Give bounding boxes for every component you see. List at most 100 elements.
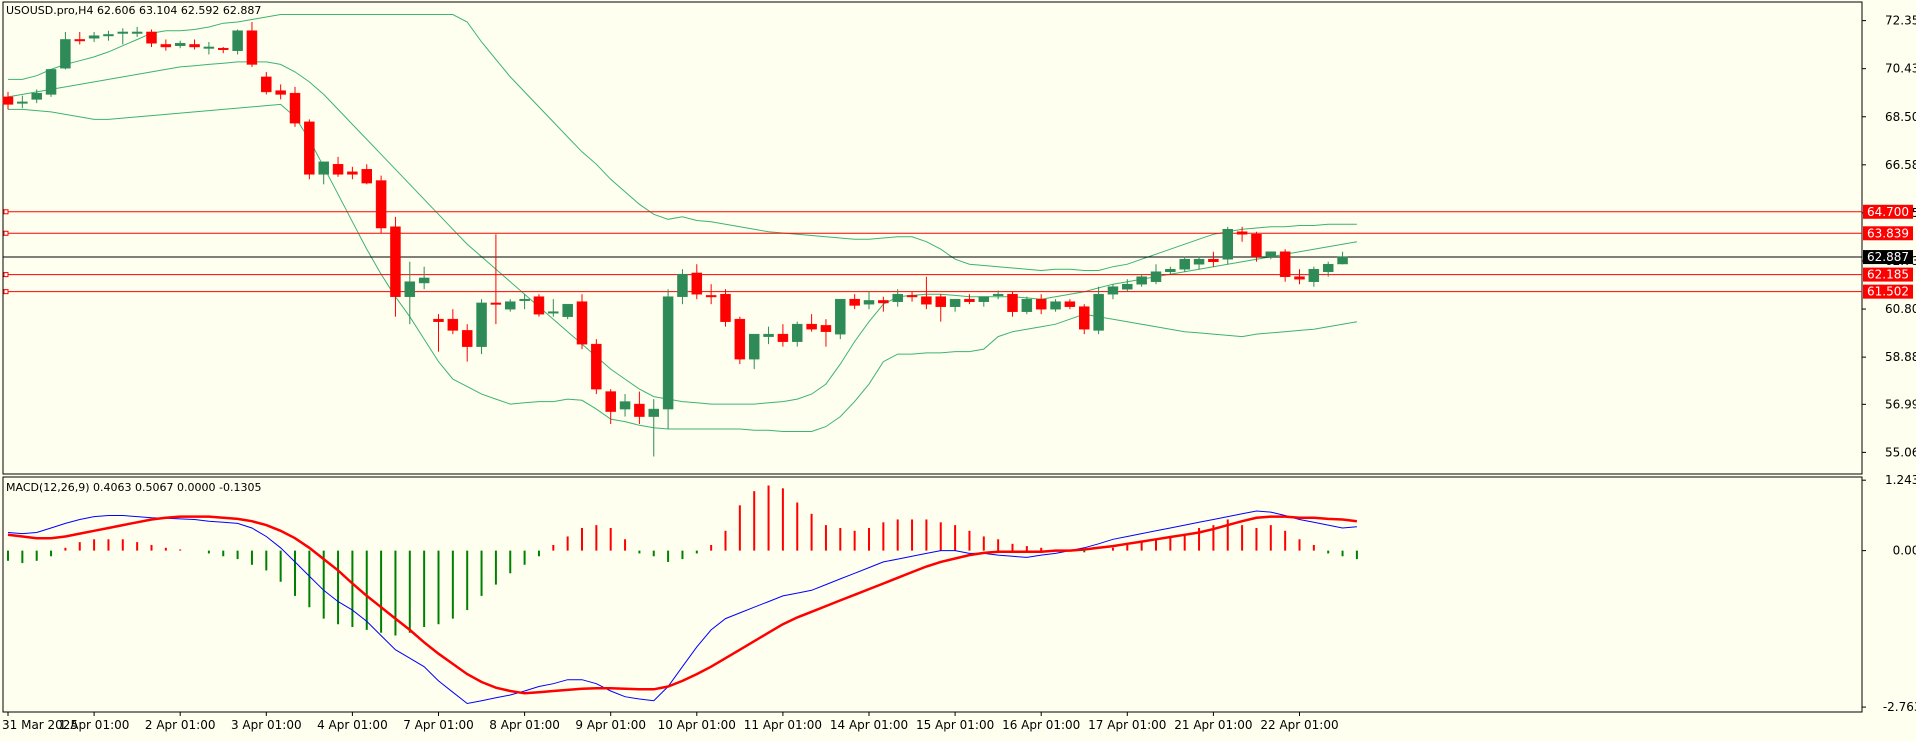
candle-body — [361, 169, 372, 184]
candle-body — [31, 92, 42, 100]
candle-body — [662, 296, 674, 410]
candle-body — [705, 295, 717, 298]
candle-body — [562, 303, 573, 317]
bollinger-upper-line — [8, 14, 1357, 272]
price-tick-label: 70.430 — [1885, 62, 1916, 76]
price-badge — [1863, 284, 1913, 299]
price-badge — [1863, 250, 1913, 265]
candle-body — [461, 330, 473, 347]
time-tick-label: 4 Apr 01:00 — [317, 718, 388, 732]
candle-body — [1079, 306, 1090, 330]
candle-body — [1265, 251, 1277, 257]
candle-body — [777, 333, 789, 342]
candle-body — [720, 293, 731, 322]
chart-symbol-title: USOUSD.pro,H4 62.606 63.104 62.592 62.88… — [6, 4, 261, 17]
macd-tick-label: 1.2437 — [1885, 473, 1916, 487]
candle-body — [576, 301, 588, 345]
price-tick-label: 58.880 — [1885, 350, 1916, 364]
time-tick-label: 1 Apr 01:00 — [59, 718, 130, 732]
price-badge — [1863, 267, 1913, 282]
candle-body — [863, 300, 875, 305]
candle-body — [505, 301, 516, 310]
candle-body — [1093, 293, 1104, 331]
main-pane-border — [2, 1, 1863, 475]
candle-body — [763, 333, 774, 337]
candle-body — [1064, 301, 1076, 307]
macd-line — [7, 510, 1357, 705]
candles — [2, 21, 1348, 457]
candle-body — [1308, 268, 1320, 282]
candle-body — [476, 302, 487, 347]
candle-body — [591, 343, 602, 390]
candle-body — [1122, 283, 1133, 290]
candle-body — [648, 408, 659, 417]
macd-tick-label: 0.00 — [1893, 544, 1916, 558]
candle-body — [1050, 301, 1061, 310]
time-tick-label: 31 Mar 2025 — [2, 718, 78, 732]
candle-body — [849, 298, 860, 306]
time-tick-label: 11 Apr 01:00 — [744, 718, 822, 732]
price-badge-label: 61.502 — [1867, 285, 1909, 299]
candle-body — [906, 295, 918, 298]
price-badge — [1863, 226, 1913, 241]
price-tick-label: 68.505 — [1885, 110, 1916, 124]
level-handle — [3, 209, 9, 215]
candle-body — [619, 401, 631, 410]
level-handle — [3, 272, 9, 278]
candle-body — [318, 161, 329, 175]
candle-body — [677, 273, 688, 297]
time-tick-label: 2 Apr 01:00 — [145, 718, 216, 732]
candle-body — [304, 121, 315, 175]
candle-body — [519, 298, 530, 301]
candle-body — [1236, 231, 1248, 235]
candle-body — [921, 296, 932, 305]
price-tick-label: 72.355 — [1885, 14, 1916, 28]
horizontal-levels[interactable] — [3, 209, 1862, 295]
candle-body — [88, 35, 100, 39]
price-badge-label: 63.839 — [1867, 226, 1909, 240]
candle-body — [1150, 271, 1162, 282]
candle-body — [1279, 251, 1291, 277]
price-badge-label: 62.887 — [1867, 250, 1909, 264]
candle-body — [418, 277, 430, 284]
candle-body — [232, 30, 243, 51]
time-tick-label: 15 Apr 01:00 — [916, 718, 994, 732]
time-tick-label: 16 Apr 01:00 — [1002, 718, 1080, 732]
candle-body — [992, 293, 1004, 296]
candle-body — [289, 92, 301, 124]
candle-body — [1337, 256, 1348, 265]
bollinger-bands — [7, 14, 1357, 432]
candle-body — [17, 101, 28, 104]
candle-body — [792, 323, 803, 342]
price-tick-label: 66.580 — [1885, 158, 1916, 172]
candle-body — [103, 34, 114, 37]
candle-body — [160, 44, 172, 48]
candle-body — [189, 44, 200, 48]
candle-body — [1222, 229, 1233, 260]
candle-body — [174, 42, 186, 46]
candle-body — [74, 39, 85, 42]
time-tick-label: 10 Apr 01:00 — [658, 718, 736, 732]
candle-body — [806, 323, 817, 330]
candle-body — [978, 296, 990, 302]
symbol-label: USOUSD.pro,H4 — [6, 4, 94, 17]
candle-body — [390, 226, 401, 297]
main-pane-frame — [2, 1, 1863, 713]
candle-body — [218, 47, 229, 50]
candle-body — [964, 298, 975, 302]
candle-body — [949, 298, 961, 307]
candle-body — [1136, 276, 1147, 285]
candle-body — [60, 39, 71, 69]
time-tick-label: 9 Apr 01:00 — [575, 718, 646, 732]
bollinger-middle-line — [7, 61, 1357, 405]
price-badges: 64.700 63.839 62.185 61.502 62.887 — [1863, 204, 1913, 299]
candle-body — [447, 318, 459, 331]
level-handle — [3, 230, 9, 236]
candle-body — [835, 298, 846, 335]
candle-body — [533, 296, 545, 315]
candle-body — [433, 318, 444, 322]
candle-body — [131, 31, 143, 34]
